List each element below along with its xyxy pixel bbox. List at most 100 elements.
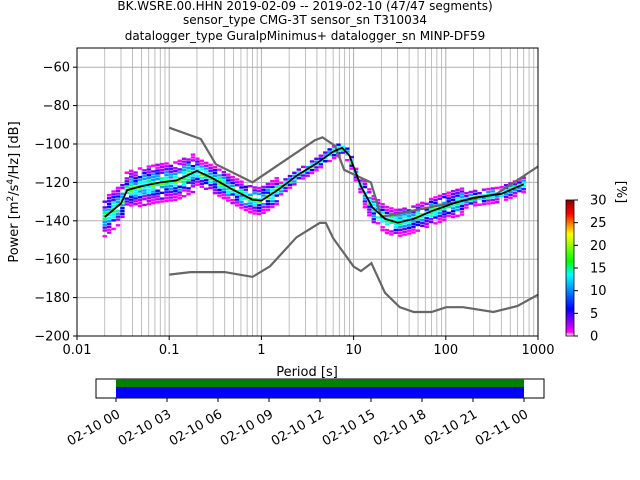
- density-cell: [415, 223, 421, 227]
- density-cell: [124, 197, 130, 200]
- density-cell: [411, 228, 416, 231]
- density-cell: [239, 189, 244, 192]
- density-cell: [371, 197, 376, 201]
- density-cell: [142, 195, 147, 198]
- density-cell: [212, 168, 218, 172]
- density-cell: [296, 168, 302, 171]
- density-cell: [111, 193, 116, 196]
- density-cell: [420, 224, 425, 228]
- density-cell: [512, 191, 518, 195]
- density-cell: [442, 213, 447, 216]
- density-cell: [314, 160, 319, 163]
- density-cell: [217, 188, 222, 192]
- density-cell: [221, 188, 227, 191]
- density-cell: [327, 151, 332, 154]
- density-cell: [318, 166, 324, 169]
- density-cell: [384, 228, 390, 232]
- density-cell: [415, 229, 421, 232]
- density-cell: [234, 192, 240, 196]
- density-cell: [486, 202, 491, 205]
- density-cell: [164, 173, 169, 177]
- density-cell: [486, 190, 491, 194]
- density-cell: [367, 188, 372, 191]
- y-axis-label-part: Power [m: [7, 201, 22, 262]
- density-cell: [503, 195, 509, 198]
- density-cell: [428, 215, 434, 218]
- density-cell: [296, 174, 302, 177]
- density-cell: [309, 160, 315, 163]
- density-cell: [190, 185, 196, 188]
- density-cell: [177, 159, 182, 163]
- density-cell: [234, 184, 240, 187]
- timeline-tick-label: 02-10 06: [167, 407, 225, 449]
- density-cell: [252, 209, 257, 212]
- density-cell: [111, 210, 116, 213]
- density-cell: [129, 198, 134, 201]
- density-cell: [151, 164, 156, 167]
- density-cell: [393, 217, 399, 220]
- density-cell: [142, 197, 147, 201]
- density-cell: [230, 175, 235, 179]
- density-cell: [318, 163, 324, 166]
- density-cell: [221, 194, 227, 197]
- density-cell: [115, 189, 121, 192]
- density-cell: [433, 216, 438, 219]
- density-cell: [270, 185, 275, 189]
- density-cell: [186, 167, 191, 170]
- density-cell: [199, 168, 204, 171]
- density-cell: [137, 198, 143, 202]
- density-cell: [212, 191, 218, 195]
- density-cell: [503, 198, 509, 201]
- density-cell: [106, 231, 112, 234]
- density-cell: [261, 202, 266, 206]
- density-cell: [106, 193, 112, 197]
- density-cell: [367, 191, 372, 194]
- density-cell: [195, 160, 200, 163]
- density-cell: [133, 174, 138, 177]
- density-cell: [190, 179, 196, 182]
- density-cell: [433, 213, 438, 216]
- density-cell: [208, 172, 213, 175]
- density-cell: [129, 175, 134, 178]
- density-cell: [120, 184, 125, 187]
- density-cell: [450, 215, 456, 219]
- density-cell: [481, 202, 487, 206]
- density-cell: [389, 233, 394, 236]
- density-cell: [234, 201, 240, 204]
- density-cell: [252, 186, 257, 189]
- density-cell: [393, 225, 399, 229]
- density-cell: [221, 173, 227, 177]
- density-cell: [142, 172, 147, 175]
- density-cell: [106, 196, 112, 200]
- density-cell: [411, 225, 416, 228]
- density-cell: [521, 179, 526, 182]
- density-cell: [181, 180, 187, 183]
- density-cell: [446, 211, 451, 215]
- density-cell: [151, 199, 156, 202]
- density-cell: [159, 168, 165, 172]
- density-cell: [248, 205, 253, 208]
- colorbar-tick-label: 10: [590, 284, 607, 299]
- density-cell: [142, 192, 147, 195]
- density-cell: [102, 226, 107, 229]
- density-cell: [459, 201, 465, 205]
- density-cell: [314, 163, 319, 166]
- density-cell: [450, 195, 456, 199]
- density-cell: [181, 157, 187, 160]
- density-cell: [221, 179, 227, 183]
- density-cell: [221, 185, 227, 188]
- density-cell: [371, 218, 376, 221]
- density-cell: [468, 199, 473, 202]
- y-tick-label: −100: [34, 138, 70, 153]
- y-tick-label: −60: [43, 61, 70, 76]
- density-cell: [442, 210, 447, 213]
- density-cell: [248, 184, 253, 188]
- density-cell: [155, 169, 160, 172]
- density-cell: [186, 178, 191, 181]
- timeline-tick-label: 02-10 18: [371, 407, 429, 449]
- density-cell: [331, 156, 337, 160]
- density-cell: [521, 185, 526, 188]
- density-cell: [133, 179, 138, 183]
- density-cell: [345, 147, 350, 150]
